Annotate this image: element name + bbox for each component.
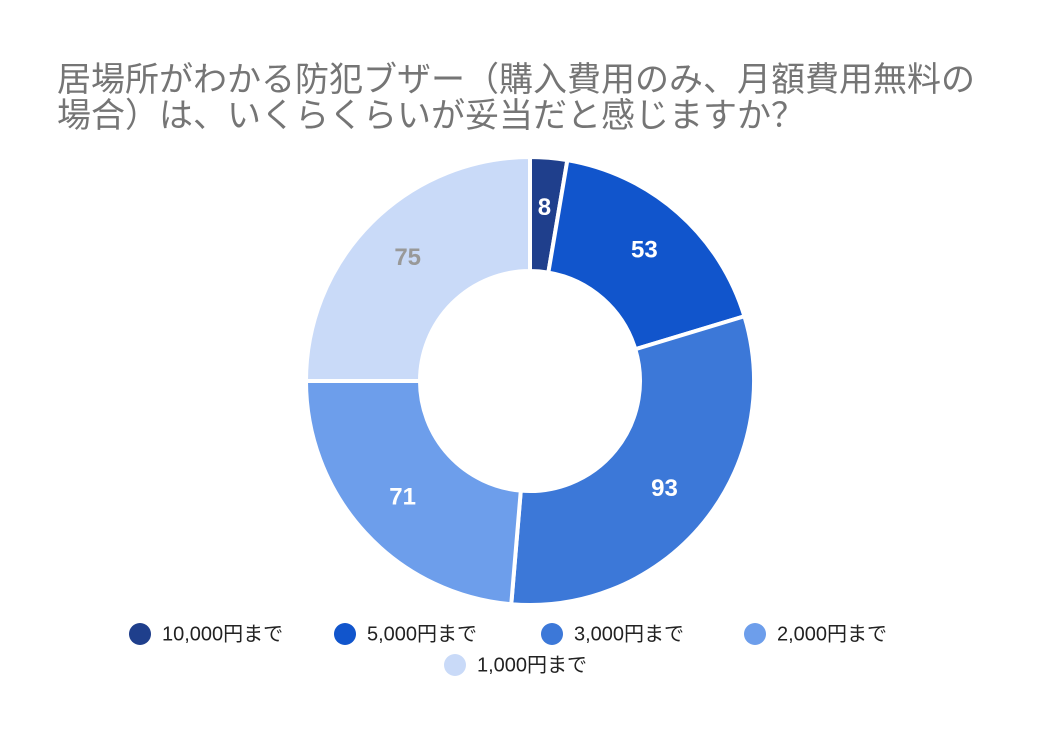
legend-label: 3,000円まで [574,623,684,645]
value-label: 93 [651,475,678,502]
legend-label: 2,000円まで [777,623,887,645]
donut-slice [509,313,756,607]
legend-label: 1,000円まで [477,654,587,676]
value-label: 53 [631,237,658,264]
value-label: 8 [538,194,551,221]
chart-title: 居場所がわかる防犯ブザー（購入費用のみ、月額費用無料の場合）は、いくらくらいが妥… [57,61,975,135]
donut-slice [303,379,523,607]
legend-marker [541,623,563,645]
value-label: 75 [394,244,421,271]
legend-label: 5,000円まで [367,623,477,645]
value-label: 71 [389,483,416,510]
legend-label: 10,000円まで [162,623,283,645]
donut-slice [303,154,532,383]
legend-marker [129,623,151,645]
legend-marker [444,654,466,676]
legend-marker [744,623,766,645]
legend-marker [334,623,356,645]
donut-slice [546,157,747,352]
